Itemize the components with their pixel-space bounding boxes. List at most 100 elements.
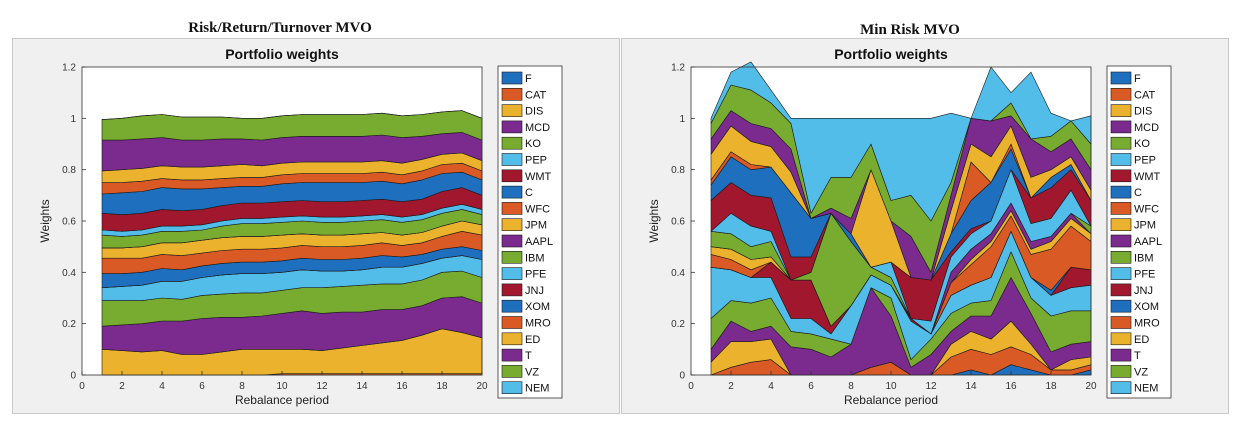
legend-label-f: F bbox=[1134, 73, 1141, 85]
legend-label-aapl: AAPL bbox=[1134, 236, 1162, 248]
x-tick-label: 12 bbox=[316, 381, 328, 392]
legend-swatch-xom bbox=[501, 299, 523, 313]
legend-label-vz: VZ bbox=[1134, 366, 1148, 378]
legend-label-pfe: PFE bbox=[1134, 269, 1155, 281]
x-tick-label: 18 bbox=[1045, 381, 1057, 392]
legend-swatch-nem bbox=[501, 381, 523, 395]
x-tick-label: 14 bbox=[356, 381, 368, 392]
legend-label-jpm: JPM bbox=[1134, 220, 1156, 232]
legend-label-mro: MRO bbox=[1134, 318, 1160, 330]
legend-swatch-f bbox=[1110, 71, 1132, 85]
y-tick-label: 0 bbox=[70, 371, 76, 382]
legend-label-mro: MRO bbox=[525, 318, 551, 330]
legend-label-dis: DIS bbox=[525, 106, 543, 118]
y-tick-label: 0.4 bbox=[671, 268, 685, 279]
legend-label-nem: NEM bbox=[1134, 383, 1158, 395]
y-tick-label: 0 bbox=[679, 371, 685, 382]
legend-swatch-mro bbox=[1110, 316, 1132, 329]
legend-label-dis: DIS bbox=[1134, 106, 1152, 118]
legend-swatch-pep bbox=[501, 153, 523, 166]
legend-label-wfc: WFC bbox=[1134, 203, 1159, 215]
x-tick-label: 2 bbox=[119, 381, 125, 392]
legend-label-c: C bbox=[525, 187, 533, 199]
legend-label-pep: PEP bbox=[525, 155, 547, 167]
legend-swatch-xom bbox=[1110, 299, 1132, 313]
legend-label-jnj: JNJ bbox=[525, 285, 544, 297]
x-tick-label: 6 bbox=[808, 381, 814, 392]
x-axis-label: Rebalance period bbox=[235, 393, 329, 407]
legend-label-ibm: IBM bbox=[525, 252, 545, 264]
portfolio-weights-chart: Portfolio weights 0 2 4 6 8 10 12 14 16 18 20 0 0.2 0.… bbox=[647, 46, 1172, 407]
y-tick-label: 0.8 bbox=[62, 165, 76, 176]
portfolio-weights-chart: Portfolio weights 0 2 4 6 8 10 12 14 16 18 20 0 0.2 0.… bbox=[38, 46, 563, 407]
x-tick-label: 12 bbox=[925, 381, 937, 392]
legend-swatch-nem bbox=[1110, 381, 1132, 395]
legend-label-jnj: JNJ bbox=[1134, 285, 1153, 297]
x-tick-label: 20 bbox=[476, 381, 488, 392]
x-tick-label: 2 bbox=[728, 381, 734, 392]
x-tick-label: 8 bbox=[848, 381, 854, 392]
legend-label-cat: CAT bbox=[525, 89, 546, 101]
legend-swatch-pfe bbox=[1110, 267, 1132, 280]
figure-frame: Portfolio weights 0 2 4 6 8 10 12 14 16 18 20 0 0.2 0.… bbox=[621, 38, 1229, 414]
legend-swatch-c bbox=[501, 185, 523, 199]
legend-label-ibm: IBM bbox=[1134, 252, 1154, 264]
x-tick-label: 4 bbox=[159, 381, 165, 392]
legend-label-wmt: WMT bbox=[1134, 171, 1161, 183]
legend-label-wmt: WMT bbox=[525, 171, 552, 183]
legend-label-vz: VZ bbox=[525, 366, 539, 378]
legend-swatch-dis bbox=[501, 104, 523, 117]
x-tick-label: 10 bbox=[885, 381, 897, 392]
x-tick-label: 16 bbox=[1005, 381, 1017, 392]
legend-swatch-aapl bbox=[501, 234, 523, 248]
legend-swatch-ko bbox=[1110, 136, 1132, 150]
legend-label-aapl: AAPL bbox=[525, 236, 553, 248]
legend-swatch-wfc bbox=[501, 202, 523, 215]
x-tick-label: 6 bbox=[199, 381, 205, 392]
legend-swatch-mro bbox=[501, 316, 523, 329]
legend-label-wfc: WFC bbox=[525, 203, 550, 215]
y-tick-label: 1.2 bbox=[62, 63, 76, 74]
y-tick-label: 0.2 bbox=[671, 319, 685, 330]
chart-title: Portfolio weights bbox=[225, 46, 339, 62]
legend-label-ko: KO bbox=[1134, 138, 1150, 150]
legend-swatch-dis bbox=[1110, 104, 1132, 117]
legend-swatch-t bbox=[501, 348, 523, 362]
legend-swatch-wmt bbox=[1110, 169, 1132, 183]
y-tick-label: 1.2 bbox=[671, 63, 685, 74]
x-tick-label: 18 bbox=[436, 381, 448, 392]
legend-label-ed: ED bbox=[1134, 334, 1149, 346]
legend-label-f: F bbox=[525, 73, 532, 85]
x-tick-label: 16 bbox=[396, 381, 408, 392]
legend-swatch-wmt bbox=[501, 169, 523, 183]
legend-label-xom: XOM bbox=[525, 301, 550, 313]
figure-suptitle: Min Risk MVO bbox=[860, 22, 960, 38]
legend-swatch-ibm bbox=[501, 251, 523, 264]
legend-label-xom: XOM bbox=[1134, 301, 1159, 313]
legend-label-ko: KO bbox=[525, 138, 541, 150]
x-tick-label: 4 bbox=[768, 381, 774, 392]
y-tick-label: 0.6 bbox=[671, 217, 685, 228]
legend-swatch-t bbox=[1110, 348, 1132, 362]
y-tick-label: 0.2 bbox=[62, 319, 76, 330]
legend-label-mcd: MCD bbox=[1134, 122, 1159, 134]
x-axis-label: Rebalance period bbox=[844, 393, 938, 407]
legend-label-t: T bbox=[1134, 350, 1141, 362]
legend-label-jpm: JPM bbox=[525, 220, 547, 232]
y-tick-label: 0.4 bbox=[62, 268, 76, 279]
y-tick-label: 1 bbox=[679, 114, 685, 125]
x-tick-label: 0 bbox=[79, 381, 85, 392]
legend-swatch-mcd bbox=[501, 120, 523, 134]
legend-swatch-ibm bbox=[1110, 251, 1132, 264]
figure-suptitle: Risk/Return/Turnover MVO bbox=[188, 20, 372, 36]
legend-swatch-ed bbox=[501, 332, 523, 346]
x-tick-label: 20 bbox=[1085, 381, 1097, 392]
legend-label-t: T bbox=[525, 350, 532, 362]
legend-swatch-f bbox=[501, 71, 523, 85]
legend-swatch-mcd bbox=[1110, 120, 1132, 134]
legend-label-pfe: PFE bbox=[525, 269, 546, 281]
legend-swatch-vz bbox=[501, 365, 523, 378]
legend-swatch-pfe bbox=[501, 267, 523, 280]
legend-label-ed: ED bbox=[525, 334, 540, 346]
y-axis-label: Weights bbox=[38, 199, 52, 242]
